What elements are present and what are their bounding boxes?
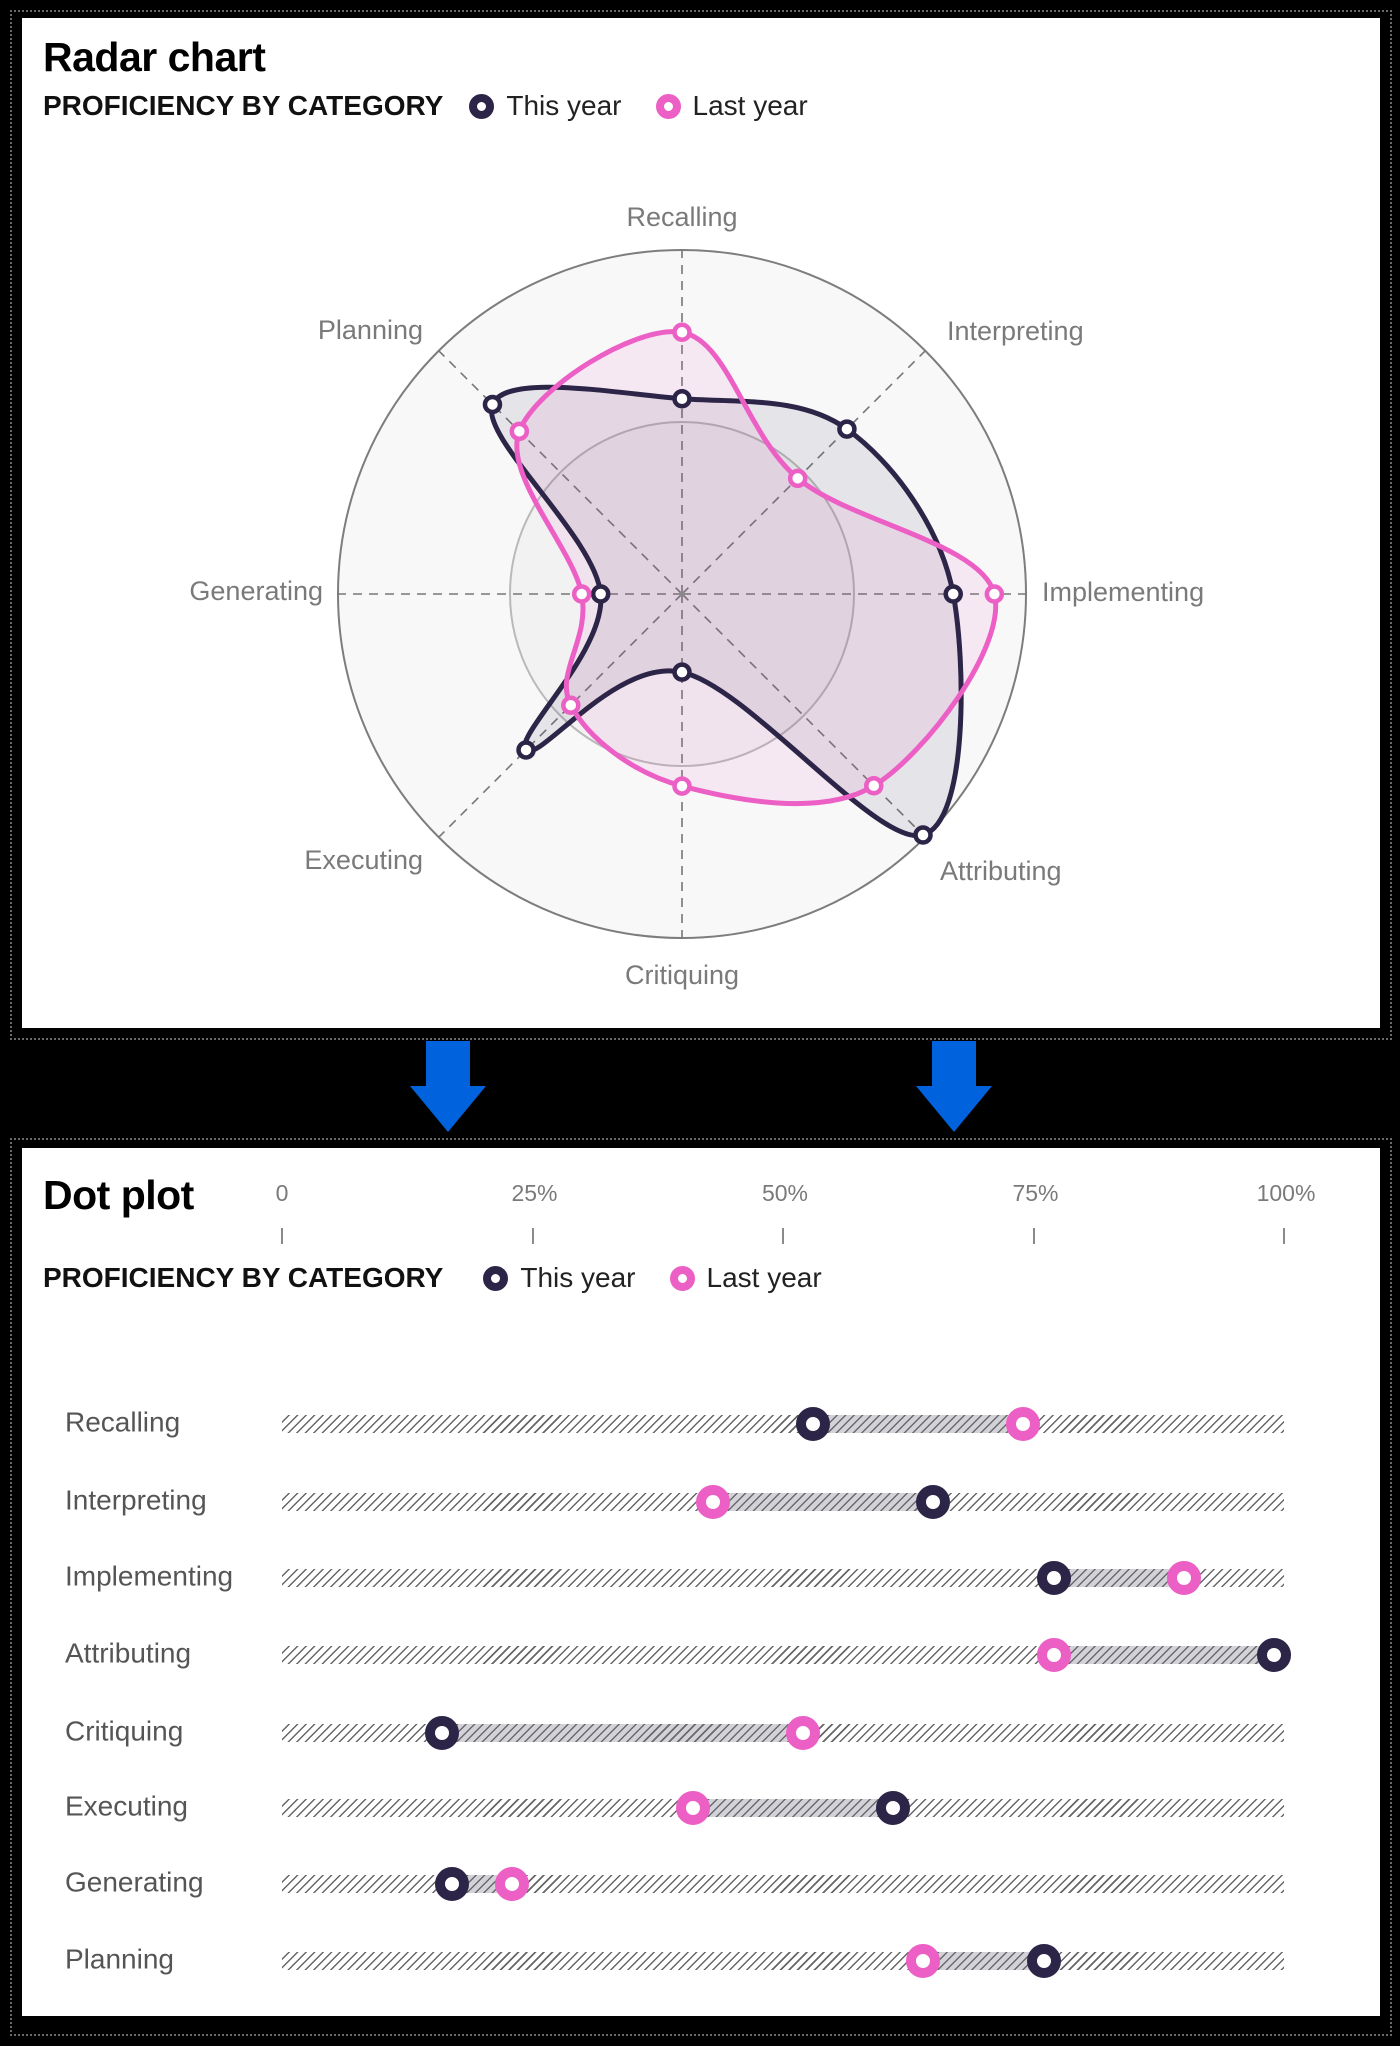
- range-bar: [692, 1799, 894, 1817]
- track-hatch: [282, 1415, 1284, 1433]
- this-year-dot[interactable]: [876, 1791, 911, 1825]
- last-year-dot[interactable]: [906, 1944, 941, 1978]
- radar-data-point[interactable]: [516, 740, 536, 760]
- radar-data-point[interactable]: [672, 388, 692, 409]
- ring-dot-icon: [483, 1265, 509, 1291]
- row-label: Generating: [65, 1866, 204, 1898]
- legend-label: Last year: [692, 90, 808, 121]
- range-bar: [1053, 1569, 1184, 1587]
- radar-axis-label-attributing: Attributing: [940, 856, 1062, 886]
- x-tick-label: 50%: [761, 1180, 809, 1206]
- radar-axis-label-executing: Executing: [304, 845, 423, 875]
- this-year-dot[interactable]: [1036, 1561, 1071, 1595]
- x-tick-label: 25%: [511, 1180, 558, 1206]
- radar-data-point[interactable]: [787, 468, 808, 489]
- radar-axis-label-generating: Generating: [189, 576, 323, 606]
- this-year-dot[interactable]: [425, 1716, 460, 1750]
- radar-data-point[interactable]: [837, 419, 857, 439]
- radar-axis-label-recalling: Recalling: [626, 202, 738, 232]
- radar-data-point[interactable]: [672, 322, 692, 343]
- range-bar: [712, 1493, 934, 1511]
- radar-chart-panel: Radar chart PROFICIENCY BY CATEGORY This…: [22, 18, 1380, 1028]
- range-bar: [813, 1415, 1024, 1433]
- track-hatch: [282, 1952, 1284, 1970]
- dotplot-legend: PROFICIENCY BY CATEGORY This year Last y…: [43, 1262, 856, 1294]
- radar-axis-label-implementing: Implementing: [1042, 577, 1205, 607]
- radar-data-point[interactable]: [913, 825, 933, 845]
- radar-data-point[interactable]: [864, 776, 884, 796]
- x-tick-label: 0: [275, 1180, 289, 1206]
- last-year-dot[interactable]: [1166, 1561, 1201, 1595]
- legend-label: This year: [520, 1262, 636, 1293]
- radar-line-last-year: [514, 329, 999, 807]
- radar-data-point[interactable]: [943, 584, 963, 604]
- legend-label: This year: [506, 90, 622, 121]
- ring-dot-icon: [655, 93, 681, 119]
- radar-frame: [10, 10, 1392, 1040]
- x-tick-mark: [281, 1228, 283, 1244]
- track-hatch: [282, 1569, 1284, 1587]
- row-label: Interpreting: [65, 1484, 207, 1516]
- dotplot-frame: [10, 1138, 1392, 2036]
- this-year-dot[interactable]: [916, 1485, 951, 1519]
- row-label: Planning: [65, 1943, 174, 1975]
- last-year-dot[interactable]: [786, 1716, 821, 1750]
- radar-title: Radar chart: [43, 34, 266, 80]
- radar-data-point[interactable]: [509, 421, 530, 442]
- range-bar: [923, 1952, 1044, 1970]
- radar-legend: PROFICIENCY BY CATEGORY This year Last y…: [43, 90, 842, 122]
- ring-dot-icon: [669, 1265, 695, 1291]
- legend-item-this-year: This year: [483, 1262, 636, 1294]
- radar-axis-label-critiquing: Critiquing: [624, 960, 740, 990]
- this-year-dot[interactable]: [1026, 1944, 1061, 1978]
- range-bar: [442, 1724, 804, 1742]
- legend-item-last-year: Last year: [669, 1262, 822, 1294]
- radar-axis-label-planning: Planning: [317, 315, 423, 345]
- legend-item-this-year: This year: [469, 90, 622, 122]
- row-label: Attributing: [65, 1637, 192, 1669]
- last-year-dot[interactable]: [495, 1867, 530, 1901]
- legend-label: Last year: [706, 1262, 822, 1293]
- x-tick-mark: [1032, 1228, 1035, 1244]
- radar-area-this-year: [491, 387, 962, 836]
- radar-data-point[interactable]: [984, 584, 1005, 604]
- row-label: Critiquing: [65, 1715, 184, 1747]
- last-year-dot[interactable]: [675, 1791, 710, 1825]
- x-tick-mark: [1283, 1228, 1285, 1244]
- x-tick-label: 75%: [1012, 1180, 1059, 1206]
- row-label: Recalling: [65, 1406, 181, 1438]
- track-hatch: [282, 1646, 1284, 1664]
- legend-item-last-year: Last year: [655, 90, 808, 122]
- radar-area-last-year: [516, 331, 996, 804]
- radar-data-point[interactable]: [561, 695, 581, 715]
- last-year-dot[interactable]: [1006, 1407, 1041, 1441]
- radar-data-point[interactable]: [672, 776, 692, 796]
- this-year-dot[interactable]: [1256, 1638, 1291, 1672]
- radar-data-point[interactable]: [482, 394, 503, 415]
- dotplot-legend-heading: PROFICIENCY BY CATEGORY: [43, 1262, 444, 1293]
- x-tick-mark: [531, 1228, 534, 1244]
- radar-axis-label-interpreting: Interpreting: [947, 316, 1084, 346]
- row-label: Executing: [65, 1790, 188, 1822]
- last-year-dot[interactable]: [1036, 1638, 1071, 1672]
- radar-data-point[interactable]: [571, 584, 592, 604]
- last-year-dot[interactable]: [695, 1485, 730, 1519]
- x-tick-label: 100%: [1256, 1180, 1316, 1206]
- radar-plot: [337, 249, 1027, 939]
- radar-legend-heading: PROFICIENCY BY CATEGORY: [43, 90, 444, 121]
- x-tick-mark: [782, 1228, 784, 1244]
- dotplot-title: Dot plot: [43, 1172, 194, 1218]
- radar-data-point[interactable]: [672, 662, 692, 682]
- ring-dot-icon: [469, 93, 495, 119]
- range-bar: [1053, 1646, 1274, 1664]
- row-label: Implementing: [65, 1560, 234, 1592]
- this-year-dot[interactable]: [435, 1867, 470, 1901]
- track-hatch: [282, 1875, 1284, 1893]
- this-year-dot[interactable]: [796, 1407, 831, 1441]
- radar-data-point[interactable]: [590, 584, 611, 604]
